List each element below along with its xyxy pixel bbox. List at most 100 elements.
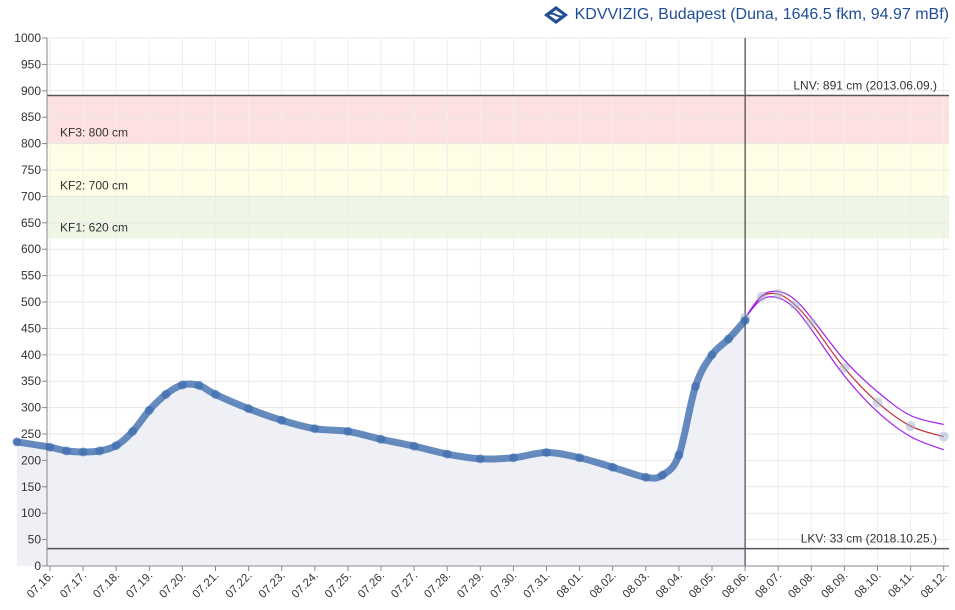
y-tick-label: 900 (21, 84, 41, 98)
alert-band-1 (47, 95, 949, 144)
chart-labels: KF3: 800 cm KF2: 700 cm KF1: 620 cm LNV: 89… (60, 79, 937, 546)
measured-point (608, 462, 618, 472)
x-tick-label: 07.19. (124, 570, 155, 601)
x-tick-label: 07.29. (455, 570, 486, 601)
x-tick-label: 07.24. (290, 570, 321, 601)
x-tick-label: 07.17. (58, 570, 89, 601)
y-tick-label: 250 (21, 427, 41, 441)
measured-point (740, 315, 750, 325)
measured-point (376, 434, 386, 444)
forecast-point (773, 289, 784, 300)
measured-point (12, 437, 22, 447)
y-tick-label: 1000 (14, 31, 41, 45)
alert-bands (47, 95, 949, 239)
y-tick-label: 500 (21, 295, 41, 309)
measured-point (144, 405, 154, 415)
measured-point (442, 449, 452, 459)
band-label-3: KF1: 620 cm (60, 221, 128, 235)
band-label-2: KF2: 700 cm (60, 178, 128, 192)
x-tick-label: 08.05. (687, 570, 718, 601)
x-tick-label: 07.16. (25, 570, 56, 601)
series-line-forecast-upper (744, 290, 944, 426)
alert-band-3 (47, 196, 949, 239)
y-tick-label: 300 (21, 401, 41, 415)
y-tick-label: 700 (21, 189, 41, 203)
forecast-point (938, 431, 949, 442)
measured-point (724, 334, 734, 344)
x-tick-label: 08.04. (654, 570, 685, 601)
y-tick-label: 650 (21, 216, 41, 230)
forecast-point (839, 363, 850, 373)
y-tick-label: 0 (34, 559, 41, 573)
band-label-1: KF3: 800 cm (60, 126, 128, 140)
kdvvizig-logo-icon (543, 6, 568, 24)
x-tick-label: 07.28. (422, 570, 453, 601)
measured-point (409, 441, 419, 451)
forecast-point (806, 318, 817, 329)
y-tick-label: 50 (28, 533, 42, 547)
y-tick-label: 450 (21, 321, 41, 335)
measured-point (707, 350, 717, 360)
measured-point (194, 380, 204, 390)
chart-title: KDVVIZIG, Budapest (Duna, 1646.5 fkm, 94… (574, 6, 949, 23)
x-tick-label: 07.23. (257, 570, 288, 601)
x-tick-label: 07.22. (224, 570, 255, 601)
measured-point (95, 446, 105, 456)
y-tick-label: 100 (21, 506, 41, 520)
measured-point (244, 404, 254, 414)
measured-point (277, 415, 287, 425)
measured-point (310, 424, 320, 434)
y-tick-label: 600 (21, 242, 41, 256)
y-tick-label: 850 (21, 110, 41, 124)
x-tick-label: 08.09. (819, 570, 850, 601)
y-tick-label: 200 (21, 453, 41, 467)
x-tick-label: 07.30. (488, 570, 519, 601)
measured-point (211, 389, 220, 399)
x-tick-label: 07.18. (91, 570, 122, 601)
y-tick-label: 950 (21, 57, 41, 71)
measured-point (161, 389, 171, 399)
measured-point (78, 447, 88, 457)
chart-header: KDVVIZIG, Budapest (Duna, 1646.5 fkm, 94… (543, 4, 949, 26)
measured-point (575, 453, 585, 463)
x-tick-label: 08.06. (720, 570, 751, 601)
y-tick-label: 800 (21, 137, 41, 151)
measured-point (62, 446, 72, 456)
measured-point (177, 380, 187, 390)
x-axis: 07.16. 07.17. 07.18. 07.19. 07.20. 07.21. 07.2… (25, 565, 950, 601)
x-tick-label: 08.10. (853, 570, 884, 601)
reference-lines (47, 38, 949, 566)
x-tick-label: 08.03. (621, 570, 652, 601)
measured-point (542, 447, 551, 457)
y-tick-label: 550 (21, 269, 41, 283)
reference-label-2: LKV: 33 cm (2018.10.25.) (801, 532, 937, 546)
forecast-point (872, 397, 883, 408)
measured-point (657, 470, 667, 480)
x-tick-label: 08.08. (786, 570, 817, 601)
x-tick-label: 07.31. (522, 570, 553, 601)
measured-point (45, 442, 55, 452)
forecast-point (905, 421, 916, 432)
forecast-point (756, 291, 767, 302)
measured-point (111, 441, 121, 451)
y-tick-label: 400 (21, 348, 41, 362)
measured-point (690, 381, 700, 391)
y-tick-label: 150 (21, 480, 41, 494)
reference-label-1: LNV: 891 cm (2013.06.09.) (793, 79, 937, 93)
x-tick-label: 07.20. (157, 570, 188, 601)
x-tick-label: 07.25. (323, 570, 354, 601)
x-tick-label: 08.11. (886, 570, 916, 600)
measured-point (508, 453, 518, 463)
x-tick-label: 07.27. (389, 570, 420, 601)
measured-point (128, 426, 138, 436)
x-tick-label: 08.02. (588, 570, 619, 601)
y-tick-label: 750 (21, 163, 41, 177)
measured-point (475, 454, 485, 464)
x-tick-label: 08.12. (919, 570, 950, 601)
measured-point (343, 426, 353, 436)
x-tick-label: 07.21. (191, 570, 222, 601)
measured-point (674, 450, 684, 460)
y-tick-label: 350 (21, 374, 41, 388)
measured-point (641, 472, 651, 482)
